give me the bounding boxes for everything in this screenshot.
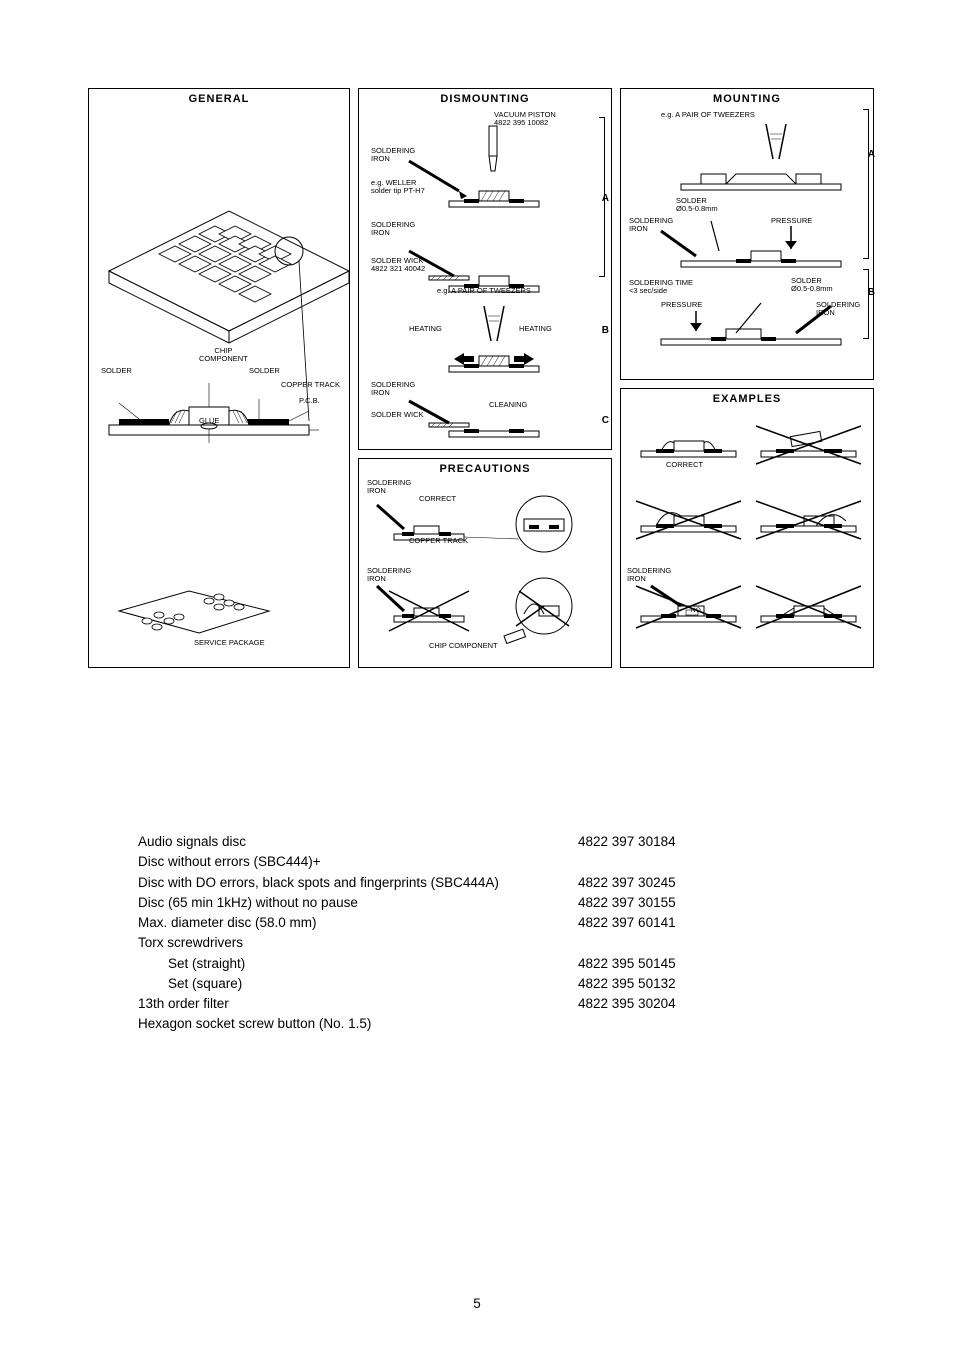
lbl-copper-track: COPPER TRACK <box>281 381 340 389</box>
parts-desc: Set (straight) <box>138 954 578 974</box>
lbl-prec-iron-1: SOLDERING IRON <box>367 479 411 496</box>
parts-row: Max. diameter disc (58.0 mm)4822 397 601… <box>138 913 718 933</box>
lbl-m-solder-dia-2: SOLDER Ø0.5-0.8mm <box>791 277 833 294</box>
parts-code <box>578 933 718 953</box>
lbl-cleaning: CLEANING <box>489 401 527 409</box>
panel-mounting: MOUNTING <box>620 88 874 380</box>
lbl-weller: e.g. WELLER solder tip PT-H7 <box>371 179 425 196</box>
panel-dismounting: DISMOUNTING <box>358 88 612 450</box>
parts-code: 4822 395 30204 <box>578 994 718 1014</box>
parts-code <box>578 852 718 872</box>
letter-a-d: A <box>602 193 609 204</box>
panel-dismounting-title: DISMOUNTING <box>359 89 611 111</box>
lbl-pcb: P.C.B. <box>299 397 320 405</box>
parts-list: Audio signals disc4822 397 30184Disc wit… <box>138 832 718 1035</box>
parts-row: Set (straight)4822 395 50145 <box>138 954 718 974</box>
column-dismounting-precautions: DISMOUNTING <box>358 88 612 668</box>
lbl-heating-r: HEATING <box>519 325 552 333</box>
lbl-service-package: SERVICE PACKAGE <box>194 639 265 647</box>
brace-mb <box>863 269 869 339</box>
lbl-solder-l: SOLDER <box>101 367 132 375</box>
lbl-sold-iron-1: SOLDERING IRON <box>371 147 415 164</box>
panel-mounting-title: MOUNTING <box>621 89 873 111</box>
diagram-area: GENERAL <box>88 88 878 668</box>
parts-desc: Torx screwdrivers <box>138 933 578 953</box>
lbl-prec-correct: CORRECT <box>419 495 456 503</box>
lbl-ex-iron: SOLDERING IRON <box>627 567 671 584</box>
lbl-heating-l: HEATING <box>409 325 442 333</box>
parts-row: Torx screwdrivers <box>138 933 718 953</box>
parts-code <box>578 1014 718 1034</box>
parts-desc: Disc without errors (SBC444)+ <box>138 852 578 872</box>
panel-general-title: GENERAL <box>89 89 349 111</box>
lbl-ex-correct: CORRECT <box>666 461 703 469</box>
lbl-solder-wick-2: SOLDER WICK <box>371 411 424 419</box>
lbl-sold-iron-3: SOLDERING IRON <box>371 381 415 398</box>
general-svg <box>89 111 349 669</box>
parts-code: 4822 397 30184 <box>578 832 718 852</box>
brace-ma <box>863 109 869 259</box>
mounting-svg <box>621 111 873 379</box>
parts-code: 4822 397 60141 <box>578 913 718 933</box>
panel-examples: EXAMPLES <box>620 388 874 668</box>
parts-code: 4822 395 50145 <box>578 954 718 974</box>
lbl-prec-copper: COPPER TRACK <box>409 537 468 545</box>
panel-precautions: PRECAUTIONS <box>358 458 612 668</box>
letter-b-d: B <box>602 325 609 336</box>
lbl-solder-r: SOLDER <box>249 367 280 375</box>
lbl-m-solder-dia: SOLDER Ø0.5-0.8mm <box>676 197 718 214</box>
parts-row: Set (square)4822 395 50132 <box>138 974 718 994</box>
parts-row: 13th order filter4822 395 30204 <box>138 994 718 1014</box>
letter-b-m: B <box>868 287 875 298</box>
parts-code: 4822 397 30155 <box>578 893 718 913</box>
parts-desc: Hexagon socket screw button (No. 1.5) <box>138 1014 578 1034</box>
parts-desc: Set (square) <box>138 974 578 994</box>
lbl-glue: GLUE <box>199 417 219 425</box>
lbl-m-tweezers: e.g. A PAIR OF TWEEZERS <box>661 111 755 119</box>
parts-desc: Disc (65 min 1kHz) without no pause <box>138 893 578 913</box>
parts-row: Audio signals disc4822 397 30184 <box>138 832 718 852</box>
column-mounting-examples: MOUNTING <box>620 88 874 668</box>
lbl-m-sold-iron-1: SOLDERING IRON <box>629 217 673 234</box>
page-number: 5 <box>0 1296 954 1311</box>
panel-examples-title: EXAMPLES <box>621 389 873 411</box>
parts-row: Disc without errors (SBC444)+ <box>138 852 718 872</box>
examples-svg <box>621 411 873 667</box>
lbl-sold-iron-2: SOLDERING IRON <box>371 221 415 238</box>
parts-code: 4822 397 30245 <box>578 873 718 893</box>
lbl-m-sold-iron-2: SOLDERING IRON <box>816 301 860 318</box>
lbl-prec-chip: CHIP COMPONENT <box>429 642 498 650</box>
lbl-solder-wick-1: SOLDER WICK 4822 321 40042 <box>371 257 425 274</box>
parts-row: Hexagon socket screw button (No. 1.5) <box>138 1014 718 1034</box>
parts-desc: Disc with DO errors, black spots and fin… <box>138 873 578 893</box>
lbl-vacuum-piston: VACUUM PISTON 4822 395 10082 <box>494 111 556 128</box>
lbl-m-soldtime: SOLDERING TIME <3 sec/side <box>629 279 693 296</box>
lbl-chip-component: CHIP COMPONENT <box>199 347 248 364</box>
parts-code: 4822 395 50132 <box>578 974 718 994</box>
lbl-prec-iron-2: SOLDERING IRON <box>367 567 411 584</box>
lbl-m-pressure-2: PRESSURE <box>661 301 702 309</box>
letter-c-d: C <box>602 415 609 426</box>
lbl-tweezers-d: e.g. A PAIR OF TWEEZERS <box>437 287 531 295</box>
parts-row: Disc with DO errors, black spots and fin… <box>138 873 718 893</box>
panel-general: GENERAL <box>88 88 350 668</box>
lbl-ex-no: NO <box>691 607 701 614</box>
lbl-m-pressure-1: PRESSURE <box>771 217 812 225</box>
parts-desc: 13th order filter <box>138 994 578 1014</box>
parts-desc: Audio signals disc <box>138 832 578 852</box>
letter-a-m: A <box>868 149 875 160</box>
parts-row: Disc (65 min 1kHz) without no pause4822 … <box>138 893 718 913</box>
parts-desc: Max. diameter disc (58.0 mm) <box>138 913 578 933</box>
